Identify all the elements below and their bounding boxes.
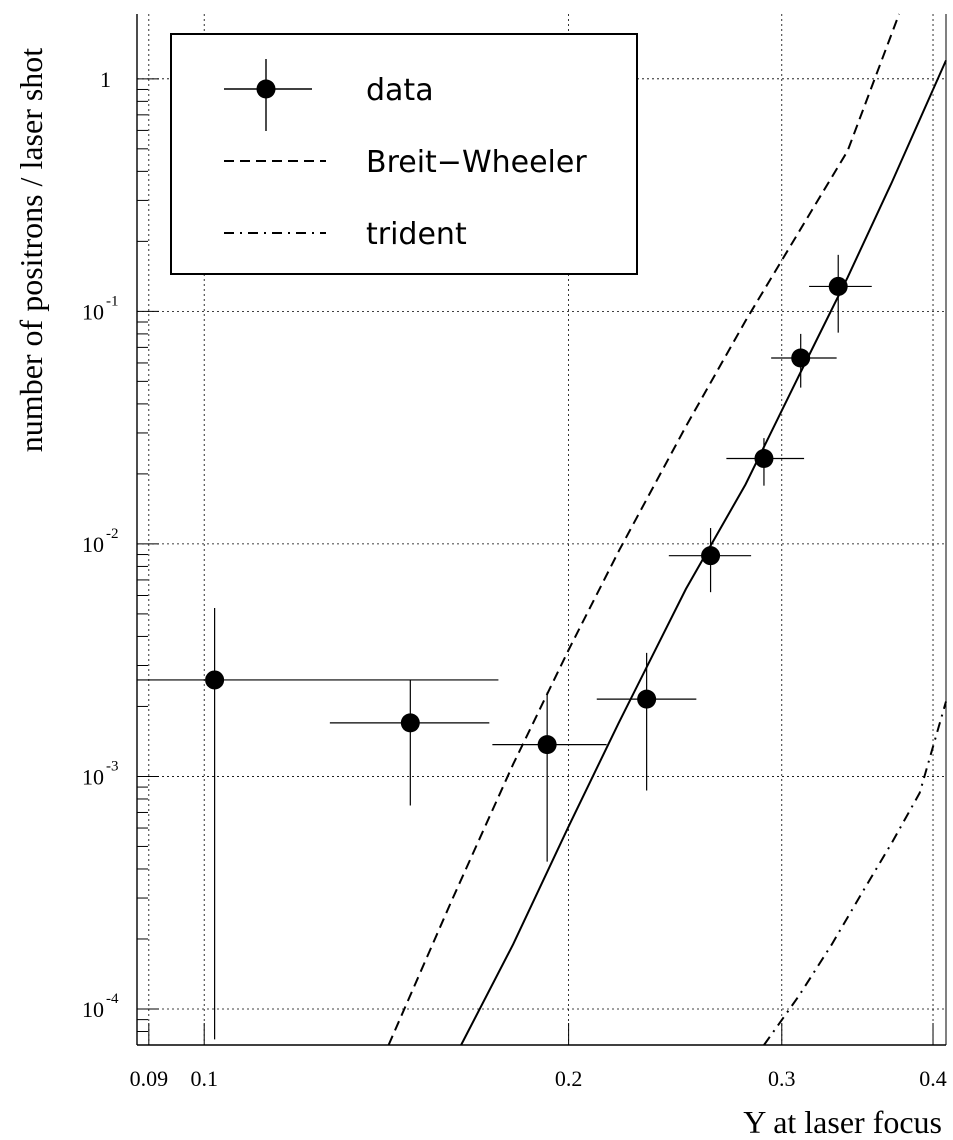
series-line-trident (763, 701, 947, 1046)
series-line-breit-wheeler (387, 13, 901, 1046)
data-marker (537, 735, 557, 755)
data-marker (754, 448, 774, 468)
data-point (492, 692, 607, 862)
data-marker (637, 689, 657, 709)
series-line-fit (460, 59, 947, 1046)
legend-label: Breit−Wheeler (366, 145, 587, 180)
x-tick-label: 0.09 (130, 1066, 169, 1091)
x-tick-label: 0.4 (919, 1066, 947, 1091)
data-marker (400, 713, 420, 733)
y-tick-exponent: -2 (106, 526, 119, 542)
curves (387, 13, 947, 1046)
x-tick-label: 0.2 (555, 1066, 583, 1091)
data-point (726, 438, 805, 486)
y-tick-exponent: -4 (106, 991, 119, 1007)
y-tick-label: 10 (82, 299, 104, 324)
data-point (329, 679, 490, 806)
data-marker (791, 348, 811, 368)
y-tick-exponent: -1 (106, 293, 119, 309)
legend-marker-dot (256, 79, 276, 99)
x-tick-label: 0.3 (768, 1066, 796, 1091)
y-tick-label: 10 (82, 532, 104, 557)
y-tick-label: 10 (82, 997, 104, 1022)
data-points (137, 254, 872, 1040)
legend-label: data (366, 73, 434, 108)
legend: data Breit−Wheeler trident (170, 33, 638, 275)
data-point (596, 652, 697, 791)
data-point (771, 333, 837, 388)
data-point (137, 608, 499, 1040)
legend-label: trident (366, 217, 467, 252)
x-tick-label: 0.1 (190, 1066, 218, 1091)
y-tick-exponent: -3 (106, 758, 119, 774)
data-marker (828, 276, 848, 296)
data-marker (701, 546, 721, 566)
y-tick-label: 1 (100, 67, 111, 92)
data-point (668, 528, 752, 593)
data-marker (205, 670, 225, 690)
axes: 110-110-210-310 -40.09 0.1 0.2 0.3 0.4 (82, 14, 947, 1091)
y-axis-title: number of positrons / laser shot (13, 48, 49, 453)
x-axis-title: Υ at laser focus (743, 1104, 942, 1140)
data-point (809, 254, 872, 333)
y-tick-label: 10 (82, 764, 104, 789)
